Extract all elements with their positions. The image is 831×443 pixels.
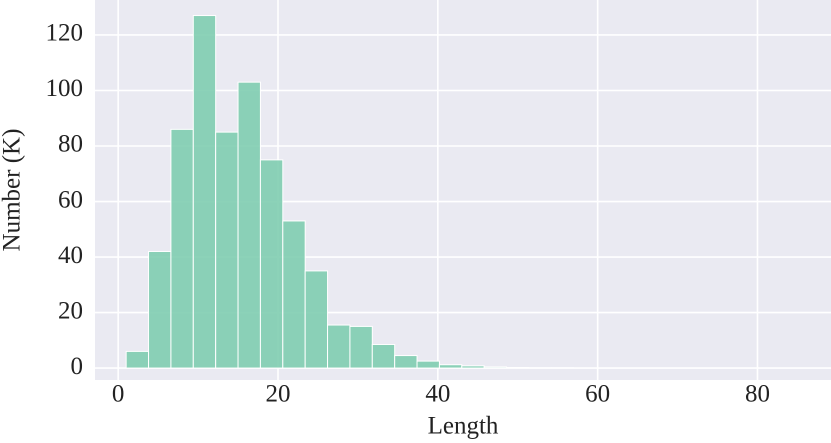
x-tick-label: 0 — [112, 381, 125, 408]
bar — [438, 364, 463, 369]
y-tick-label: 0 — [71, 353, 84, 380]
bar — [371, 343, 396, 369]
y-tick-label: 120 — [46, 20, 84, 47]
bar — [416, 360, 440, 369]
bar — [327, 324, 351, 369]
bar — [506, 367, 530, 369]
bar — [215, 131, 239, 369]
x-tick-label: 20 — [266, 381, 291, 408]
bar — [304, 270, 329, 369]
bar — [349, 325, 373, 369]
bar — [259, 159, 284, 369]
y-tick-label: 40 — [58, 242, 83, 269]
bar — [483, 366, 508, 369]
x-tick-label: 40 — [425, 381, 450, 408]
bar — [282, 220, 306, 369]
bar — [461, 365, 485, 369]
bar — [394, 355, 418, 369]
bar — [125, 350, 150, 369]
bar — [170, 128, 194, 369]
x-axis-label: Length — [428, 413, 499, 440]
bar — [192, 15, 217, 369]
y-tick-label: 60 — [58, 186, 83, 213]
y-tick-label: 20 — [58, 297, 83, 324]
bar — [148, 250, 172, 369]
y-tick-label: 80 — [58, 131, 83, 158]
x-tick-label: 80 — [745, 381, 770, 408]
x-tick-label: 60 — [585, 381, 610, 408]
bar — [237, 81, 261, 369]
y-tick-label: 100 — [46, 75, 84, 102]
y-axis-label: Number (K) — [0, 129, 26, 252]
